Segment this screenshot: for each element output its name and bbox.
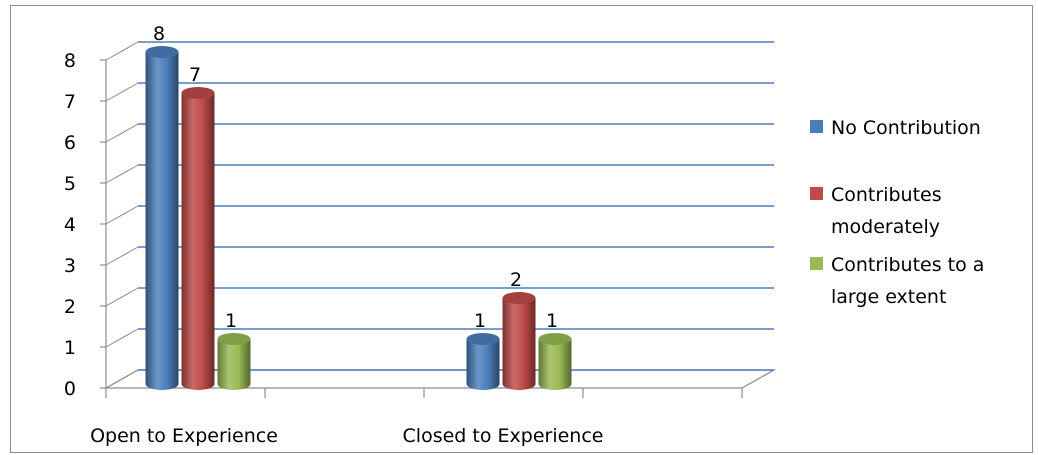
side-wall-line xyxy=(105,246,139,266)
bar-top xyxy=(181,87,215,99)
side-wall-line xyxy=(105,205,139,225)
bar xyxy=(466,333,500,390)
legend-label: large extent xyxy=(831,286,946,308)
side-wall-line xyxy=(105,164,139,184)
y-tick-label: 3 xyxy=(64,255,76,277)
data-label: 8 xyxy=(153,23,165,45)
legend-label: No Contribution xyxy=(831,117,981,139)
side-wall-line xyxy=(105,328,139,348)
legend-label: moderately xyxy=(831,216,940,238)
side-wall-line xyxy=(105,369,139,389)
side-wall-line xyxy=(105,41,139,61)
data-label: 1 xyxy=(474,310,486,332)
bar-top xyxy=(217,333,251,345)
data-label: 2 xyxy=(510,269,522,291)
bar-body xyxy=(502,298,536,390)
bar xyxy=(217,333,251,390)
y-tick-label: 4 xyxy=(64,214,76,236)
legend: No ContributionContributesmoderatelyCont… xyxy=(810,117,984,308)
bar-top xyxy=(145,46,179,58)
legend-label: Contributes to a xyxy=(831,254,984,276)
bar-top xyxy=(538,333,572,345)
bar xyxy=(502,292,536,390)
bar-top xyxy=(502,292,536,304)
legend-item: No Contribution xyxy=(810,117,981,139)
bar xyxy=(181,87,215,390)
legend-swatch xyxy=(810,187,823,200)
y-tick-label: 8 xyxy=(64,50,76,72)
bars xyxy=(145,46,572,390)
data-label: 7 xyxy=(189,64,201,86)
legend-swatch xyxy=(810,120,823,133)
side-wall-line xyxy=(105,82,139,102)
bar xyxy=(538,333,572,390)
x-category-label: Closed to Experience xyxy=(403,425,604,447)
data-label: 1 xyxy=(546,310,558,332)
legend-label: Contributes xyxy=(831,184,942,206)
side-wall-line xyxy=(105,123,139,143)
y-tick-label: 6 xyxy=(64,132,76,154)
y-tick-label: 0 xyxy=(64,378,76,400)
side-wall-line xyxy=(105,287,139,307)
y-tick-label: 7 xyxy=(64,91,76,113)
bar-body xyxy=(538,339,572,390)
y-axis: 0 1 2 3 4 5 6 7 8 xyxy=(64,50,107,400)
legend-item: Contributes moderately xyxy=(810,184,942,238)
y-tick-label: 5 xyxy=(64,173,76,195)
bar-top xyxy=(466,333,500,345)
bar-body xyxy=(145,52,179,390)
bar-body xyxy=(466,339,500,390)
legend-item: Contributes to a large extent xyxy=(810,254,984,308)
bar-body xyxy=(217,339,251,390)
data-label: 1 xyxy=(225,310,237,332)
data-labels: 8 1 7 2 1 1 xyxy=(153,23,558,332)
bar-body xyxy=(181,93,215,390)
y-tick-label: 1 xyxy=(64,337,76,359)
x-category-label: Open to Experience xyxy=(90,425,278,447)
x-axis: Open to Experience Closed to Experience xyxy=(90,388,743,447)
legend-swatch xyxy=(810,257,823,270)
bar xyxy=(145,46,179,390)
y-tick-label: 2 xyxy=(64,296,76,318)
